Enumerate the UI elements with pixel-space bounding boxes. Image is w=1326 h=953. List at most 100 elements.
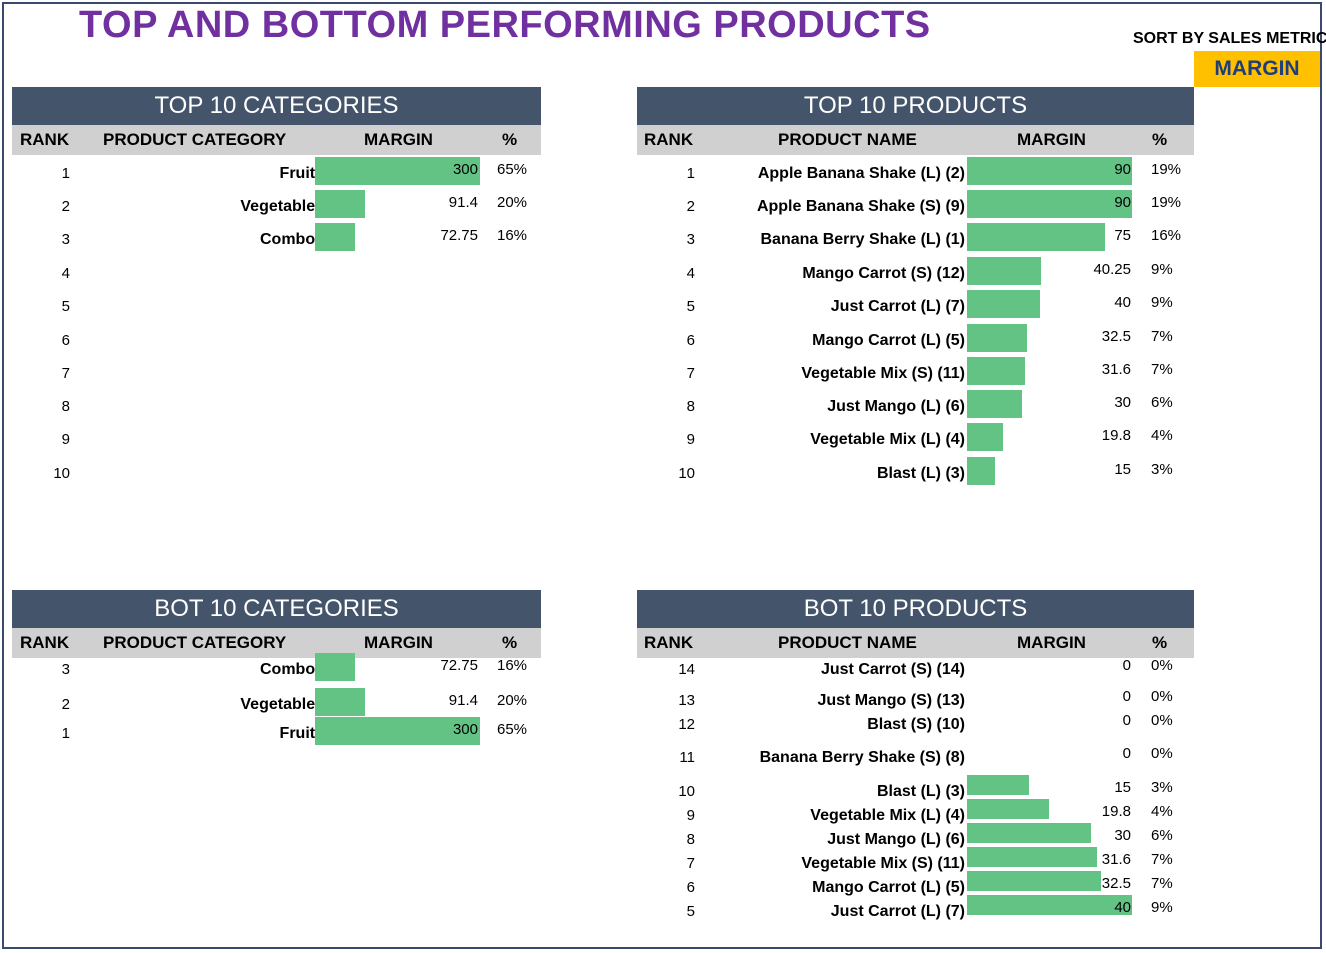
- margin-bar: [967, 871, 1101, 891]
- margin-bar: [967, 157, 1132, 185]
- pct-value: 6%: [1151, 827, 1173, 844]
- table-row: 5: [12, 290, 541, 320]
- sort-metric-selector[interactable]: MARGIN: [1194, 51, 1320, 87]
- name-cell: Just Mango (S) (13): [817, 692, 965, 709]
- name-column-header[interactable]: PRODUCT CATEGORY: [103, 130, 287, 149]
- table-row: 2 Apple Banana Shake (S) (9) 90 19%: [637, 190, 1194, 220]
- name-cell: Combos: [260, 231, 324, 248]
- pct-column-header[interactable]: %: [502, 130, 518, 149]
- pct-value: 16%: [1151, 227, 1182, 244]
- margin-bar: [315, 157, 480, 185]
- margin-value: 40: [1114, 294, 1131, 311]
- rank-cell: 7: [686, 365, 695, 382]
- rank-cell: 5: [686, 298, 695, 315]
- metric-column-header[interactable]: MARGIN: [364, 130, 433, 149]
- pct-value: 9%: [1151, 899, 1173, 916]
- top-products-panel: TOP 10 PRODUCTS RANK PRODUCT NAME MARGIN% 1 A…: [637, 87, 1194, 485]
- margin-bar: [967, 423, 1003, 451]
- metric-column-header[interactable]: MARGIN: [364, 633, 433, 652]
- table-row: 14 Just Carrot (S) (14) 0 0%: [637, 653, 1194, 683]
- name-cell: Just Mango (L) (6): [827, 398, 965, 415]
- rank-cell: 1: [61, 165, 70, 182]
- margin-bar: [315, 653, 355, 681]
- rank-cell: 3: [686, 231, 695, 248]
- table-row: 10 Blast (L) (3) 15 3%: [637, 457, 1194, 487]
- column-header-row: RANK PRODUCT CATEGORY MARGIN%: [12, 628, 541, 658]
- pct-column-header[interactable]: %: [1152, 633, 1168, 652]
- pct-value: 7%: [1151, 875, 1173, 892]
- metric-column-header[interactable]: MARGIN: [1017, 130, 1086, 149]
- pct-value: 19%: [1151, 161, 1182, 178]
- table-row: 11 Banana Berry Shake (S) (8) 0 0%: [637, 741, 1194, 771]
- name-cell: Banana Berry Shake (S) (8): [759, 749, 965, 766]
- margin-bar: [967, 290, 1040, 318]
- pct-column-header[interactable]: %: [502, 633, 518, 652]
- name-cell: Vegetables: [240, 696, 324, 713]
- panel-title: TOP 10 PRODUCTS: [637, 87, 1194, 125]
- name-cell: Banana Berry Shake (L) (1): [760, 231, 965, 248]
- margin-value: 19.8: [1101, 803, 1131, 820]
- margin-value: 0: [1122, 745, 1131, 762]
- panel-title: BOT 10 CATEGORIES: [12, 590, 541, 628]
- margin-bar: [967, 190, 1132, 218]
- name-cell: Mango Carrot (S) (12): [802, 265, 965, 282]
- rank-column-header[interactable]: RANK: [20, 130, 70, 149]
- rank-cell: 2: [61, 696, 70, 713]
- bot-products-panel: BOT 10 PRODUCTS RANK PRODUCT NAME MARGIN% 14…: [637, 590, 1194, 930]
- name-column-header[interactable]: PRODUCT NAME: [778, 633, 917, 652]
- pct-value: 20%: [497, 194, 528, 211]
- margin-value: 75: [1114, 227, 1131, 244]
- margin-value: 91.4: [448, 194, 478, 211]
- name-cell: Fruits: [279, 165, 324, 182]
- margin-value: 72.75: [440, 657, 478, 674]
- pct-column-header[interactable]: %: [1152, 130, 1168, 149]
- name-cell: Just Carrot (L) (7): [830, 298, 965, 315]
- name-cell: Just Mango (L) (6): [827, 831, 965, 848]
- rank-cell: 13: [678, 692, 695, 709]
- margin-bar: [967, 895, 1132, 915]
- table-row: 6: [12, 324, 541, 354]
- name-column-header[interactable]: PRODUCT CATEGORY: [103, 633, 287, 652]
- margin-value: 30: [1114, 827, 1131, 844]
- rank-cell: 6: [686, 879, 695, 896]
- name-cell: Vegetable Mix (L) (4): [810, 807, 965, 824]
- pct-value: 0%: [1151, 657, 1173, 674]
- margin-bar: [967, 775, 1029, 795]
- table-row: 6 Mango Carrot (L) (5) 32.5 7%: [637, 871, 1194, 901]
- margin-bar: [967, 457, 995, 485]
- name-cell: Fruits: [279, 725, 324, 742]
- rank-cell: 9: [61, 431, 70, 448]
- table-row: 12 Blast (S) (10) 0 0%: [637, 708, 1194, 738]
- name-cell: Apple Banana Shake (S) (9): [756, 198, 965, 215]
- name-cell: Blast (L) (3): [877, 783, 965, 800]
- name-cell: Blast (S) (10): [867, 716, 965, 733]
- rank-cell: 1: [686, 165, 695, 182]
- table-row: 8: [12, 390, 541, 420]
- rank-cell: 9: [686, 807, 695, 824]
- rank-column-header[interactable]: RANK: [644, 633, 694, 652]
- pct-value: 65%: [497, 161, 528, 178]
- rank-cell: 2: [686, 198, 695, 215]
- pct-value: 16%: [497, 227, 528, 244]
- rank-column-header[interactable]: RANK: [644, 130, 694, 149]
- margin-value: 0: [1122, 657, 1131, 674]
- pct-value: 19%: [1151, 194, 1182, 211]
- margin-value: 90: [1114, 161, 1131, 178]
- margin-bar: [967, 799, 1049, 819]
- rank-column-header[interactable]: RANK: [20, 633, 70, 652]
- pct-value: 9%: [1151, 261, 1173, 278]
- pct-value: 3%: [1151, 779, 1173, 796]
- metric-column-header[interactable]: MARGIN: [1017, 633, 1086, 652]
- margin-bar: [315, 688, 365, 716]
- margin-value: 300: [452, 721, 478, 738]
- rank-cell: 8: [686, 831, 695, 848]
- name-column-header[interactable]: PRODUCT NAME: [778, 130, 917, 149]
- table-row: 2 Vegetables 91.4 20%: [12, 688, 541, 718]
- table-row: 6 Mango Carrot (L) (5) 32.5 7%: [637, 324, 1194, 354]
- pct-value: 3%: [1151, 461, 1173, 478]
- pct-value: 4%: [1151, 427, 1173, 444]
- pct-value: 0%: [1151, 745, 1173, 762]
- rank-cell: 14: [678, 661, 695, 678]
- margin-value: 300: [452, 161, 478, 178]
- bot-categories-panel: BOT 10 CATEGORIES RANK PRODUCT CATEGORY MAR…: [12, 590, 541, 930]
